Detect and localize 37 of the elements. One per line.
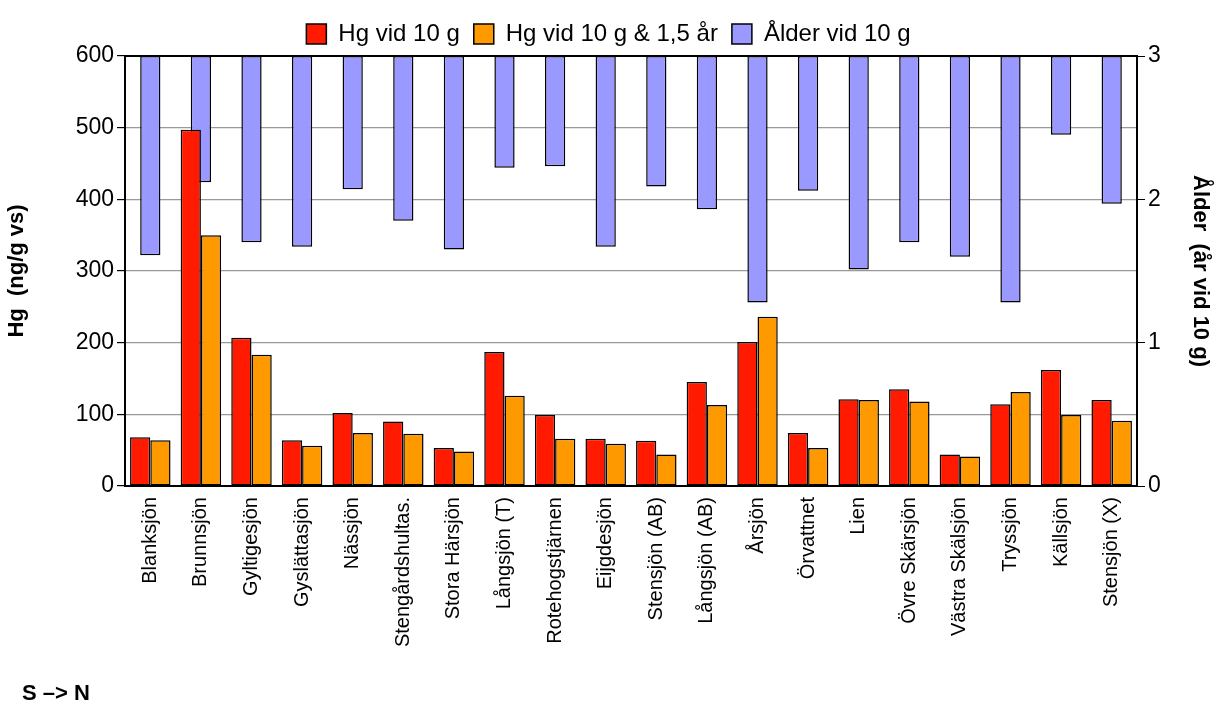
x-tick-label: Nässjön [340,497,363,570]
x-tick-label: Rotehogstjärnen [542,497,565,644]
y-tick-label: 200 [75,328,114,355]
x-tick-label: Övre Skärsjön [896,497,919,624]
x-tick-label: Stensjön (AB) [643,497,666,621]
x-tick-label: Gyltigesjön [239,497,262,596]
x-tick-label: Långsjön (T) [492,497,515,610]
x-tick-label: Tryssjön [998,497,1021,572]
x-tick-label: Eijgdesjön [593,497,616,590]
y2-tick-label: 1 [1148,328,1161,355]
x-tick-label: Långsjön (AB) [694,497,717,624]
x-tick-label: Blanksjön [137,497,160,584]
y-tick-label: 100 [75,399,114,426]
x-tick-label: Stengårdshultas. [390,497,413,648]
y2-tick-label: 2 [1148,184,1161,211]
x-tick-label: Örvattnet [795,496,818,580]
text: S –> N [22,680,90,705]
legend-label: Ålder vid 10 g [763,18,911,46]
x-tick-label: Gyslättasjön [289,497,312,608]
y-axis-title: Hg (ng/g vs) [3,204,29,338]
y2-axis-title: Ålder (år vid 10 g) [1188,175,1215,367]
y-tick-label: 500 [75,113,114,140]
x-tick-label: Västra Skälsjön [947,497,970,636]
legend-label: Hg vid 10 g & 1,5 år [505,18,718,46]
x-tick-label: Stensjön (X) [1099,497,1122,608]
y2-tick-label: 3 [1148,41,1161,68]
x-tick-label: Lien [846,497,869,535]
y-tick-label: 400 [75,184,114,211]
y2-tick-label: 0 [1148,471,1161,498]
x-tick-label: Årsjön [745,497,768,554]
x-tick-label: Brunnsjön [188,497,211,588]
x-tick-label: Källsjön [1048,497,1071,568]
legend-label: Hg vid 10 g [338,18,460,46]
y-tick-label: 600 [75,41,114,68]
y-tick-label: 300 [75,256,114,283]
x-tick-label: Stora Härsjön [441,497,464,620]
y-tick-label: 0 [101,471,114,498]
